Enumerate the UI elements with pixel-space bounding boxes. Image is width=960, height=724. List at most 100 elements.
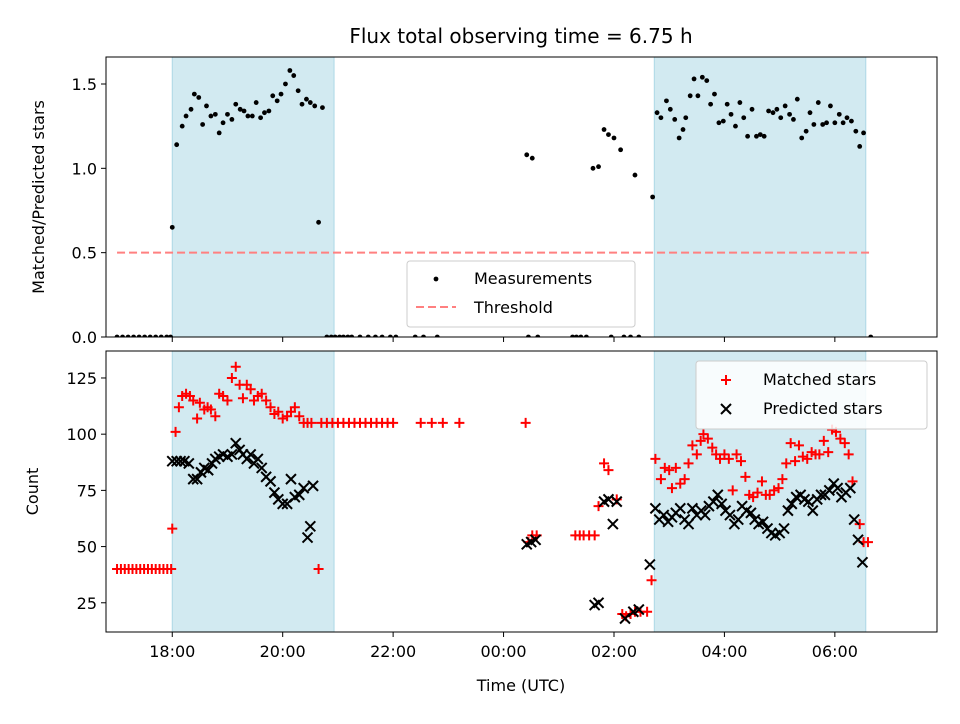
predicted-star-point bbox=[782, 504, 794, 517]
measurement-point bbox=[125, 334, 131, 337]
measurement-point bbox=[583, 334, 589, 337]
measurement-point bbox=[836, 111, 842, 117]
measurement-point bbox=[158, 334, 164, 337]
predicted-star-point bbox=[644, 558, 656, 571]
matched-star-point bbox=[723, 453, 734, 464]
measurement-point bbox=[844, 115, 850, 121]
matched-star-point bbox=[698, 429, 709, 440]
predicted-star-point bbox=[264, 475, 277, 488]
matched-star-point bbox=[454, 417, 465, 428]
measurement-point bbox=[142, 334, 148, 337]
matched-star-point bbox=[642, 606, 653, 617]
matched-star-point bbox=[194, 397, 205, 408]
measurement-point bbox=[304, 96, 309, 102]
y-tick-label: 75 bbox=[77, 481, 97, 500]
measurement-point bbox=[720, 118, 726, 124]
predicted-star-point bbox=[856, 556, 869, 569]
measurement-point bbox=[147, 334, 153, 337]
predicted-star-point bbox=[778, 522, 790, 535]
counts-y-axis-label: Count bbox=[23, 468, 42, 516]
measurement-point bbox=[807, 110, 813, 116]
matched-star-point bbox=[839, 438, 850, 449]
matched-star-point bbox=[769, 485, 780, 496]
observing-window-1 bbox=[171, 57, 335, 337]
y-tick-label: 25 bbox=[77, 594, 97, 613]
matched-star-point bbox=[256, 388, 267, 399]
predicted-star-point bbox=[699, 509, 711, 521]
matched-star-point bbox=[210, 411, 221, 422]
predicted-star-point bbox=[715, 498, 728, 510]
measurement-point bbox=[672, 117, 678, 122]
measurement-point bbox=[578, 334, 584, 337]
matched-star-point bbox=[388, 417, 399, 428]
measurement-point bbox=[345, 334, 351, 337]
measurement-point bbox=[379, 334, 385, 337]
matched-star-point bbox=[265, 402, 276, 413]
measurement-point bbox=[174, 142, 180, 148]
y-tick-label: 125 bbox=[66, 369, 97, 388]
ratio-legend: Measurements Threshold bbox=[406, 260, 636, 328]
measurement-point bbox=[287, 68, 293, 73]
legend-label-predicted: Predicted stars bbox=[763, 399, 883, 418]
measurement-point bbox=[262, 110, 267, 116]
x-tick-label: 22:00 bbox=[370, 642, 416, 661]
measurement-point bbox=[245, 113, 251, 119]
matched-star-point bbox=[230, 361, 241, 372]
measurement-point bbox=[794, 96, 800, 102]
measurement-point bbox=[590, 165, 596, 171]
predicted-star-point bbox=[174, 455, 187, 467]
predicted-star-point bbox=[252, 453, 264, 465]
measurement-point bbox=[728, 111, 734, 117]
predicted-star-point bbox=[786, 498, 798, 510]
matched-star-point bbox=[670, 462, 681, 473]
predicted-star-point bbox=[686, 502, 699, 515]
matched-star-point bbox=[205, 404, 216, 415]
predicted-star-point bbox=[191, 473, 203, 485]
measurement-point bbox=[295, 88, 301, 94]
measurement-point bbox=[434, 334, 440, 337]
predicted-star-point bbox=[301, 531, 314, 544]
measurement-point bbox=[608, 334, 614, 337]
matched-star-point bbox=[245, 384, 256, 395]
measurement-point bbox=[274, 98, 280, 104]
predicted-star-point bbox=[607, 518, 619, 530]
measurement-point bbox=[716, 120, 722, 126]
predicted-star-point bbox=[611, 495, 623, 508]
measurement-point bbox=[828, 103, 833, 109]
predicted-star-point bbox=[230, 437, 242, 449]
predicted-star-point bbox=[724, 509, 736, 521]
matched-star-point bbox=[650, 453, 661, 464]
x-tick-label: 06:00 bbox=[812, 642, 858, 661]
matched-star-point bbox=[756, 476, 767, 487]
matched-star-point bbox=[603, 465, 614, 476]
matched-star-point bbox=[707, 442, 718, 453]
measurement-point bbox=[757, 132, 763, 137]
measurement-point bbox=[754, 133, 759, 139]
measurement-point bbox=[299, 101, 305, 107]
counts-axes-frame bbox=[105, 350, 938, 633]
measurement-point bbox=[421, 334, 426, 337]
matched-star-point bbox=[687, 440, 698, 451]
matched-star-point bbox=[793, 440, 804, 451]
matched-star-point bbox=[740, 471, 751, 482]
predicted-star-point bbox=[815, 489, 827, 501]
measurement-point bbox=[695, 93, 701, 99]
measurement-point bbox=[664, 98, 669, 104]
matched-star-point bbox=[437, 417, 448, 428]
measurement-point bbox=[799, 135, 805, 141]
measurement-point bbox=[526, 334, 531, 337]
matched-star-point bbox=[862, 537, 873, 548]
measurement-point bbox=[853, 128, 859, 134]
predicted-star-point bbox=[268, 486, 281, 499]
measurement-point bbox=[654, 110, 660, 116]
predicted-star-point bbox=[657, 509, 670, 521]
x-tick-label: 20:00 bbox=[260, 642, 306, 661]
measurement-point bbox=[601, 127, 607, 132]
x-tick-label: 00:00 bbox=[481, 642, 527, 661]
predicted-star-point bbox=[757, 516, 769, 528]
measurement-point bbox=[774, 106, 780, 112]
matched-star-point bbox=[192, 413, 203, 424]
matched-star-point bbox=[520, 417, 531, 428]
measurement-point bbox=[208, 113, 214, 119]
